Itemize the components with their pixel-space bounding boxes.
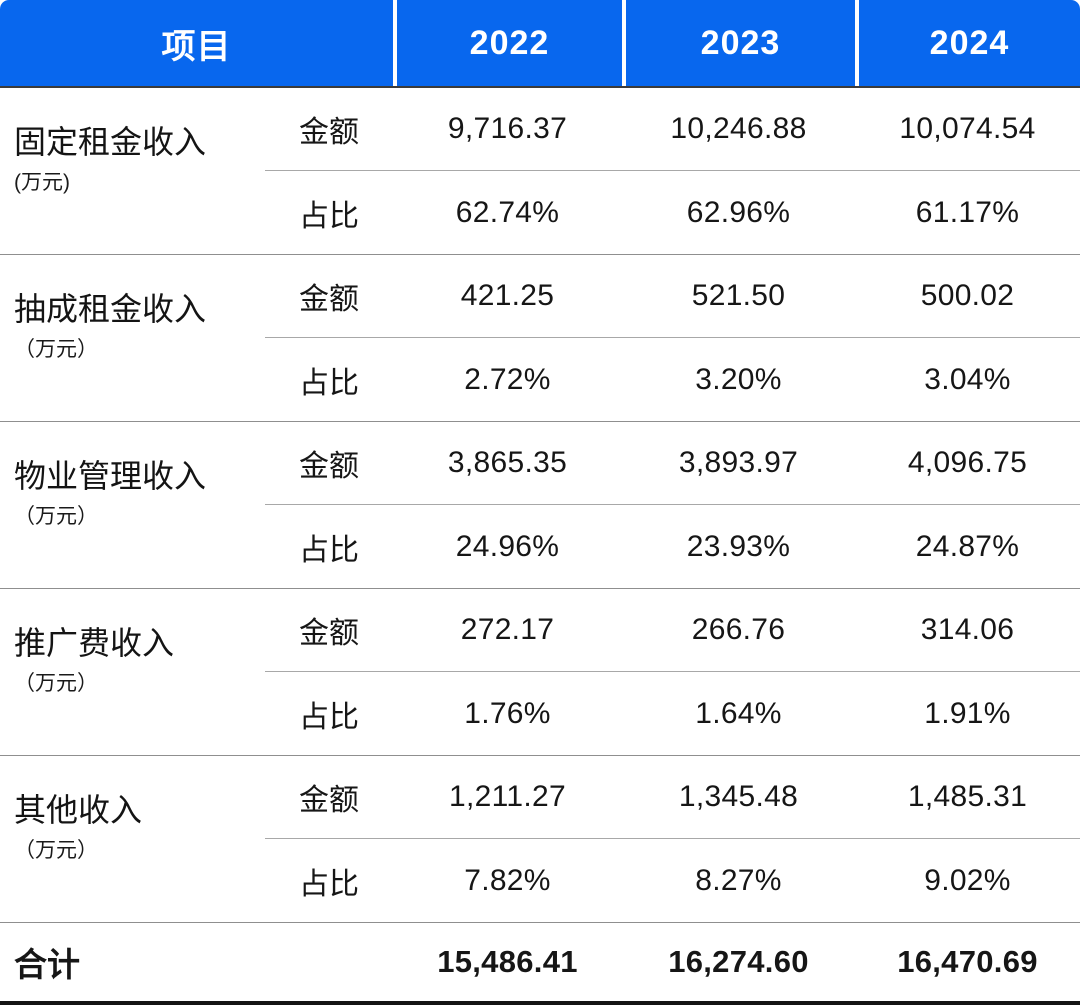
item-label-other-income: 其他收入 （万元） — [0, 756, 265, 922]
amount-2022: 421.25 — [393, 255, 622, 338]
column-header-item: 项目 — [0, 0, 393, 86]
amount-2022: 272.17 — [393, 589, 622, 672]
item-unit: （万元） — [14, 838, 98, 862]
total-2023: 16,274.60 — [668, 944, 809, 979]
share-2023: 8.27% — [695, 863, 782, 897]
group-separator — [0, 421, 1080, 422]
amount-2022: 3,865.35 — [393, 422, 622, 505]
column-header-2024: 2024 — [855, 0, 1080, 86]
table-bottom-rule — [0, 1001, 1080, 1005]
share-2022: 1.76% — [464, 696, 551, 730]
share-2023: 1.64% — [695, 696, 782, 730]
item-unit: （万元） — [14, 504, 98, 528]
item-name: 其他收入 — [14, 792, 143, 829]
amount-2022: 1,211.27 — [393, 756, 622, 839]
item-unit: （万元） — [14, 671, 98, 695]
share-2022: 24.96% — [455, 529, 560, 563]
amount-2023: 1,345.48 — [622, 756, 855, 839]
metric-amount-label: 金额 — [265, 255, 393, 338]
item-label-property-management: 物业管理收入 （万元） — [0, 422, 265, 588]
amount-2023: 521.50 — [622, 255, 855, 338]
total-spacer — [265, 923, 393, 1001]
share-2023: 62.96% — [686, 195, 791, 229]
amount-2024: 4,096.75 — [855, 422, 1080, 505]
amount-2023: 3,893.97 — [622, 422, 855, 505]
metric-share-label: 占比 — [299, 533, 359, 567]
share-2024: 9.02% — [924, 863, 1011, 897]
column-header-2022: 2022 — [393, 0, 622, 86]
amount-2024: 10,074.54 — [855, 88, 1080, 171]
item-label-percentage-rent: 抽成租金收入 （万元） — [0, 255, 265, 421]
share-2024: 61.17% — [915, 195, 1020, 229]
metric-amount-label: 金额 — [265, 422, 393, 505]
share-2022: 2.72% — [464, 362, 551, 396]
item-label-promotion-fee: 推广费收入 （万元） — [0, 589, 265, 755]
header-bottom-rule — [0, 86, 1080, 88]
total-2022: 15,486.41 — [437, 944, 578, 979]
metric-share-label: 占比 — [299, 199, 359, 233]
group-separator — [0, 922, 1080, 923]
share-2024: 24.87% — [915, 529, 1020, 563]
metric-share-label: 占比 — [299, 700, 359, 734]
item-unit: (万元) — [14, 170, 70, 194]
share-2024: 3.04% — [924, 362, 1011, 396]
share-2023: 23.93% — [686, 529, 791, 563]
share-2022: 7.82% — [464, 863, 551, 897]
metric-share-label: 占比 — [299, 867, 359, 901]
share-2024: 1.91% — [924, 696, 1011, 730]
group-separator — [0, 588, 1080, 589]
amount-2024: 500.02 — [855, 255, 1080, 338]
metric-amount-label: 金额 — [265, 88, 393, 171]
metric-amount-label: 金额 — [265, 756, 393, 839]
item-unit: （万元） — [14, 337, 98, 361]
total-label: 合计 — [14, 946, 80, 983]
item-name: 物业管理收入 — [14, 458, 207, 495]
metric-amount-label: 金额 — [265, 589, 393, 672]
item-name: 推广费收入 — [14, 625, 175, 662]
item-name: 固定租金收入 — [14, 124, 207, 161]
share-2023: 3.20% — [695, 362, 782, 396]
share-2022: 62.74% — [455, 195, 560, 229]
amount-2023: 266.76 — [622, 589, 855, 672]
amount-2024: 314.06 — [855, 589, 1080, 672]
amount-2024: 1,485.31 — [855, 756, 1080, 839]
group-separator — [0, 254, 1080, 255]
item-name: 抽成租金收入 — [14, 291, 207, 328]
metric-share-label: 占比 — [299, 366, 359, 400]
item-label-fixed-rent: 固定租金收入 (万元) — [0, 88, 265, 254]
amount-2023: 10,246.88 — [622, 88, 855, 171]
total-2024: 16,470.69 — [897, 944, 1038, 979]
amount-2022: 9,716.37 — [393, 88, 622, 171]
column-header-2023: 2023 — [622, 0, 855, 86]
group-separator — [0, 755, 1080, 756]
